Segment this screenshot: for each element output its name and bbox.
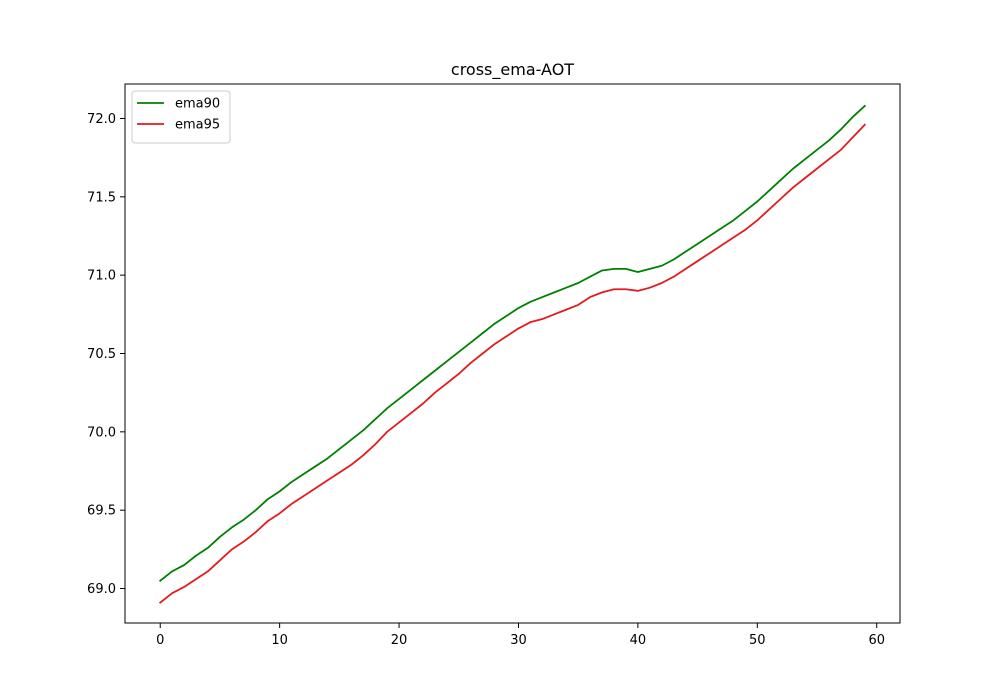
x-tick-label: 10	[271, 633, 288, 648]
y-axis: 69.0 69.5 70.0 70.5 71.0 71.5 72.0	[87, 112, 125, 597]
x-tick-label: 40	[630, 633, 647, 648]
series-line-ema90	[158, 104, 867, 582]
chart-title: cross_ema-AOT	[451, 60, 574, 80]
legend-box	[131, 90, 231, 144]
y-tick-label: 71.5	[87, 190, 116, 205]
legend-label-ema95: ema95	[175, 118, 220, 133]
legend: ema90 ema95	[131, 90, 231, 144]
legend-label-ema90: ema90	[175, 97, 220, 112]
series-layer	[158, 104, 867, 604]
x-tick-label: 30	[510, 633, 527, 648]
x-tick-label: 20	[391, 633, 408, 648]
series-line-ema95	[158, 123, 867, 604]
x-tick-label: 60	[868, 633, 885, 648]
x-tick-label: 0	[156, 633, 164, 648]
y-tick-label: 70.0	[87, 425, 116, 440]
y-tick-label: 69.0	[87, 582, 116, 597]
y-tick-label: 71.0	[87, 269, 116, 284]
x-axis: 0 10 20 30 40 50 60	[156, 623, 885, 648]
y-tick-label: 70.5	[87, 347, 116, 362]
x-tick-label: 50	[749, 633, 766, 648]
y-tick-label: 72.0	[87, 112, 116, 127]
y-tick-label: 69.5	[87, 504, 116, 519]
